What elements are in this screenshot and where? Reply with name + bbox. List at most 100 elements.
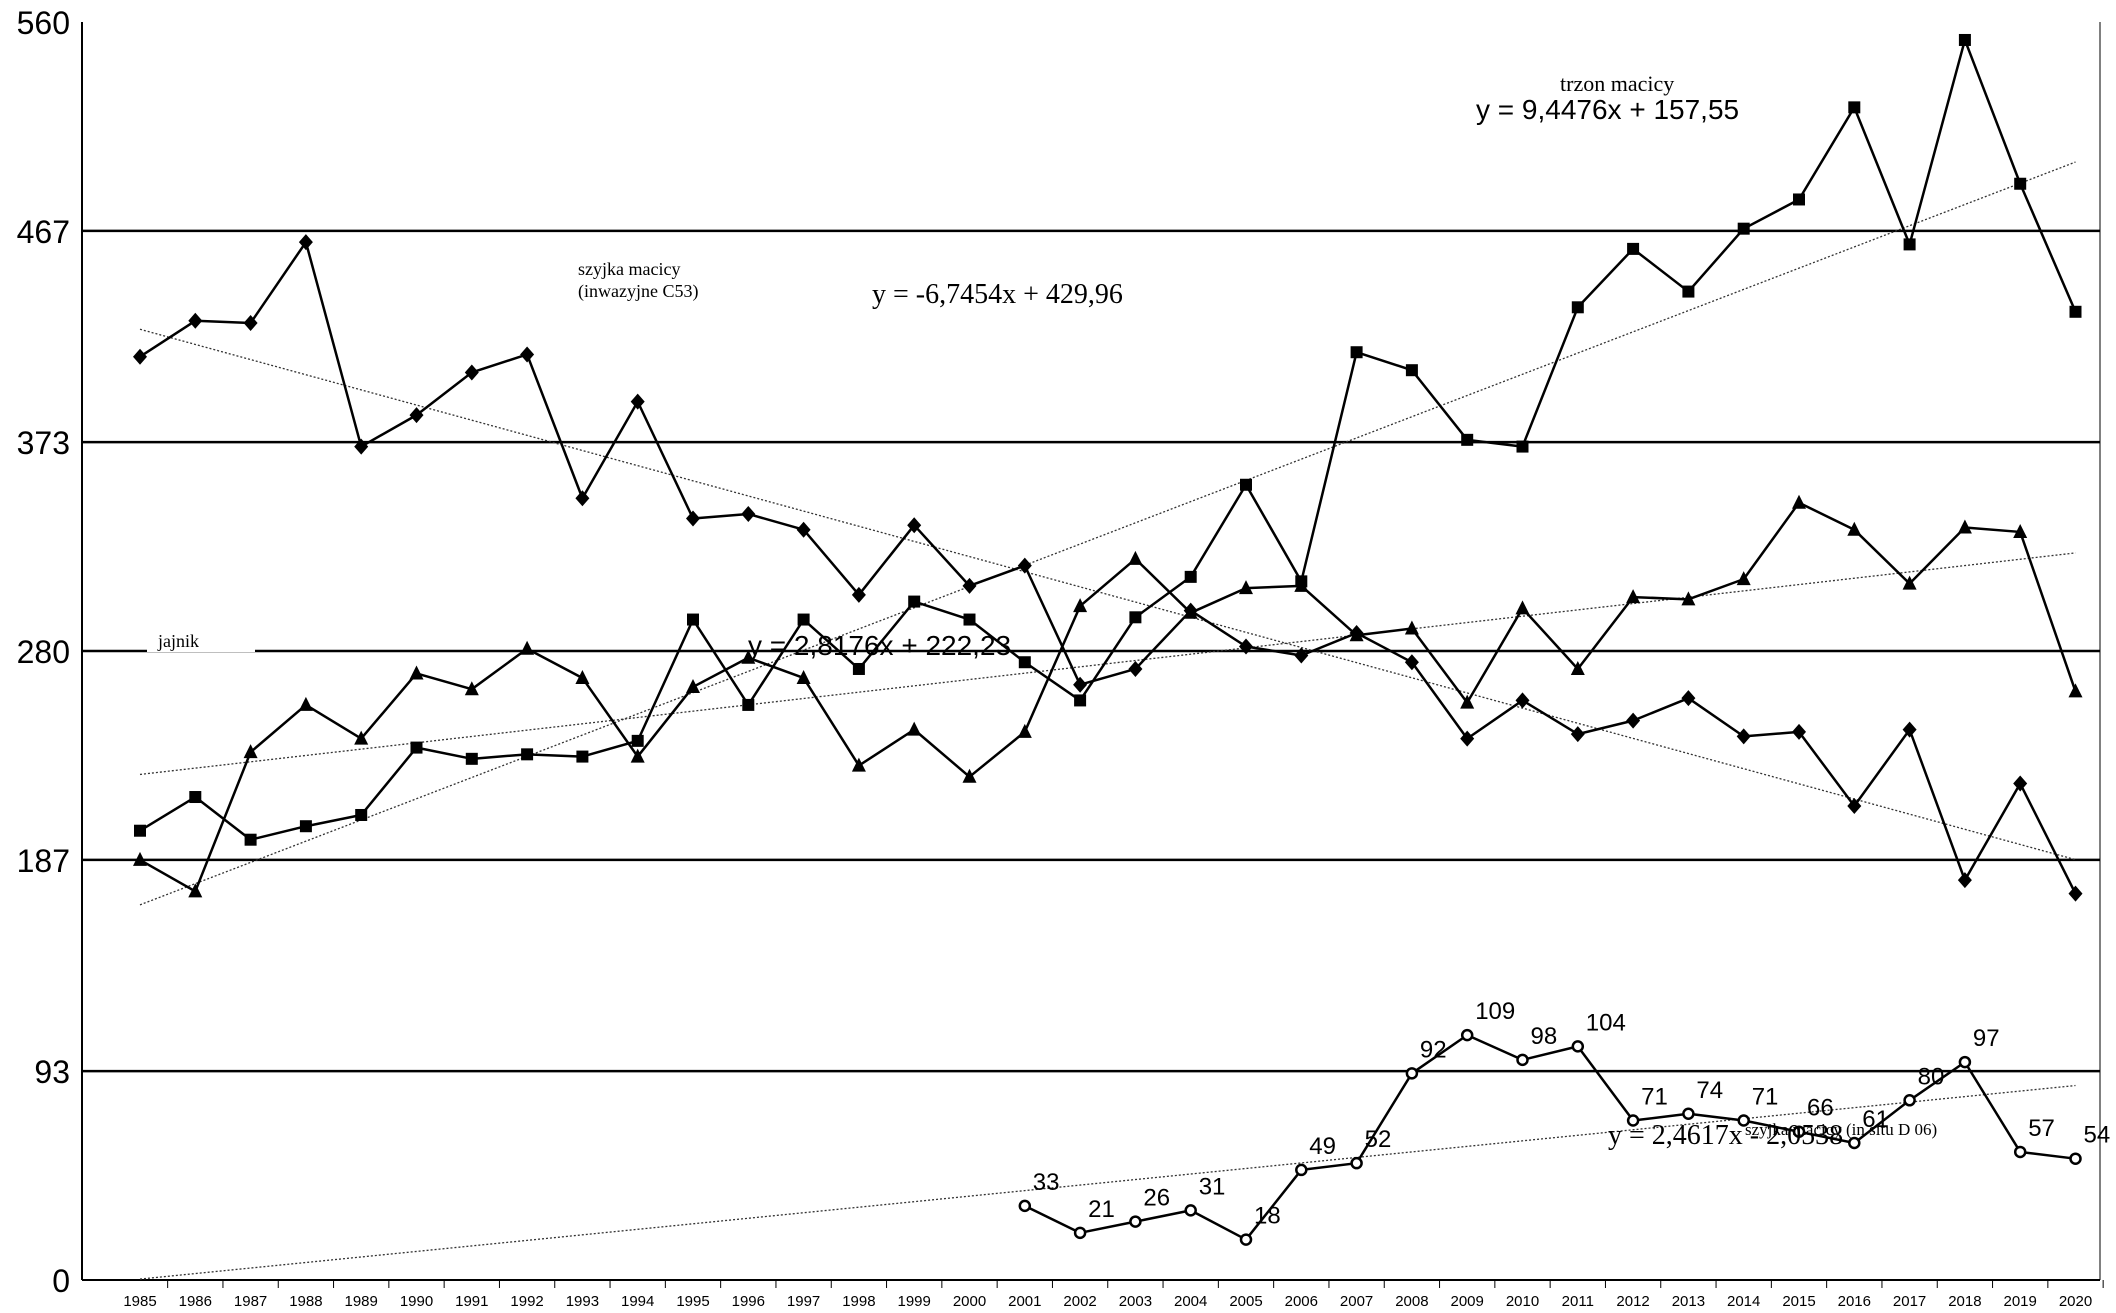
data-point-diamond	[133, 348, 147, 365]
data-point-triangle	[1239, 580, 1253, 595]
x-tick-label: 2002	[1063, 1293, 1096, 1310]
data-point-square	[631, 734, 644, 747]
data-point-triangle	[851, 757, 866, 772]
data-point-diamond	[464, 364, 479, 381]
data-label: 98	[1531, 1023, 1558, 1050]
data-point-circle	[1626, 1114, 1640, 1127]
x-tick-label: 2001	[1008, 1293, 1041, 1310]
data-point-triangle	[1404, 620, 1419, 635]
data-point-square	[1958, 33, 1971, 46]
data-point-triangle	[409, 665, 424, 680]
jajnik-label-bg	[147, 628, 255, 652]
series-line-circle	[1024, 1033, 2076, 1241]
data-point-triangle	[243, 744, 258, 759]
trzon-trend-equation: y = 9,4476x + 157,55	[1476, 94, 1739, 125]
data-label: 97	[1973, 1025, 2000, 1052]
data-point-triangle	[2013, 523, 2028, 538]
data-point-triangle	[1073, 598, 1088, 613]
y-tick-label: 0	[52, 1263, 70, 1299]
data-label: 21	[1088, 1196, 1115, 1223]
trzon-series-label: trzon macicy	[1560, 71, 1674, 96]
data-label: 71	[1641, 1084, 1668, 1111]
data-label: 109	[1475, 998, 1515, 1025]
grid-lines	[82, 229, 2100, 1073]
data-point-diamond	[851, 586, 866, 603]
trend-line-circle	[139, 1084, 2076, 1280]
data-point-circle	[1239, 1233, 1253, 1246]
szyjka-trend-equation: y = -6,7454x + 429,96	[872, 279, 1123, 310]
x-tick-label: 1990	[400, 1293, 433, 1310]
data-point-diamond	[354, 438, 369, 455]
data-label: 52	[1365, 1126, 1392, 1153]
x-tick-label: 2018	[1948, 1293, 1981, 1310]
data-point-circle	[1516, 1053, 1529, 1067]
data-point-diamond	[907, 517, 922, 534]
data-point-diamond	[1460, 730, 1475, 747]
data-point-triangle	[1626, 589, 1641, 604]
x-tick-label: 1999	[898, 1293, 931, 1310]
data-point-diamond	[188, 312, 203, 329]
data-point-triangle	[686, 678, 700, 693]
data-point-square	[1571, 301, 1584, 314]
data-point-triangle	[1902, 575, 1917, 590]
data-point-square	[908, 595, 921, 608]
data-point-triangle	[630, 748, 645, 763]
data-point-diamond	[2068, 885, 2083, 902]
data-point-square	[742, 698, 755, 711]
x-tick-label: 2008	[1395, 1293, 1428, 1310]
data-point-square	[1074, 694, 1087, 707]
data-point-square	[134, 824, 146, 837]
data-label: 71	[1752, 1084, 1779, 1111]
data-point-triangle	[520, 640, 535, 655]
szyjka-series-label-line1: szyjka macicy	[578, 259, 680, 279]
data-point-triangle	[1957, 519, 1972, 534]
data-point-square	[1018, 656, 1031, 669]
data-point-circle	[1018, 1199, 1032, 1213]
trend-lines	[139, 161, 2076, 1280]
data-label: 57	[2028, 1115, 2055, 1142]
data-point-triangle	[1847, 521, 1862, 536]
x-axis-ticks: 1985 1986 1987 1988 1989 1990 1991 1992 1993 1994…	[123, 1280, 2104, 1310]
data-point-diamond	[520, 346, 535, 363]
data-point-triangle	[907, 721, 922, 736]
data-point-square	[1405, 364, 1418, 377]
x-tick-label: 2020	[2059, 1293, 2092, 1310]
data-point-triangle	[1128, 550, 1143, 565]
data-point-diamond	[1239, 638, 1253, 655]
data-point-square	[963, 613, 976, 626]
x-tick-label: 1993	[566, 1293, 599, 1310]
insitu-trend-equation: y = 2,4617x - 2,0538	[1608, 1120, 1843, 1151]
y-tick-label: 467	[17, 214, 70, 250]
x-tick-label: 1988	[289, 1293, 322, 1310]
data-point-square	[1793, 193, 1805, 206]
x-tick-label: 2017	[1893, 1293, 1926, 1310]
x-tick-label: 1991	[455, 1293, 488, 1310]
data-point-circle	[1848, 1136, 1861, 1150]
data-label: 80	[1918, 1063, 1945, 1090]
data-point-square	[852, 662, 865, 675]
data-label: 18	[1254, 1203, 1281, 1230]
data-point-square	[576, 750, 589, 763]
data-point-triangle	[133, 851, 147, 866]
x-tick-label: 2003	[1119, 1293, 1152, 1310]
data-point-diamond	[1515, 692, 1530, 709]
series-line-triangle	[139, 501, 2077, 893]
data-point-diamond	[1128, 660, 1143, 677]
data-label: 26	[1143, 1185, 1170, 1212]
data-point-square	[355, 808, 368, 821]
data-point-diamond	[1902, 721, 1917, 738]
y-tick-label: 560	[17, 5, 70, 41]
series-markers	[133, 33, 2083, 1246]
data-point-triangle	[1792, 494, 1806, 509]
series-lines	[139, 38, 2077, 1241]
x-tick-label: 2014	[1727, 1293, 1760, 1310]
data-point-diamond	[575, 490, 590, 507]
data-point-diamond	[1957, 872, 1972, 889]
data-point-circle	[2069, 1152, 2082, 1165]
x-tick-label: 2012	[1616, 1293, 1649, 1310]
data-point-triangle	[796, 669, 811, 684]
x-tick-label: 1992	[510, 1293, 543, 1310]
data-point-circle	[1295, 1163, 1308, 1177]
series-line-diamond	[139, 240, 2077, 895]
